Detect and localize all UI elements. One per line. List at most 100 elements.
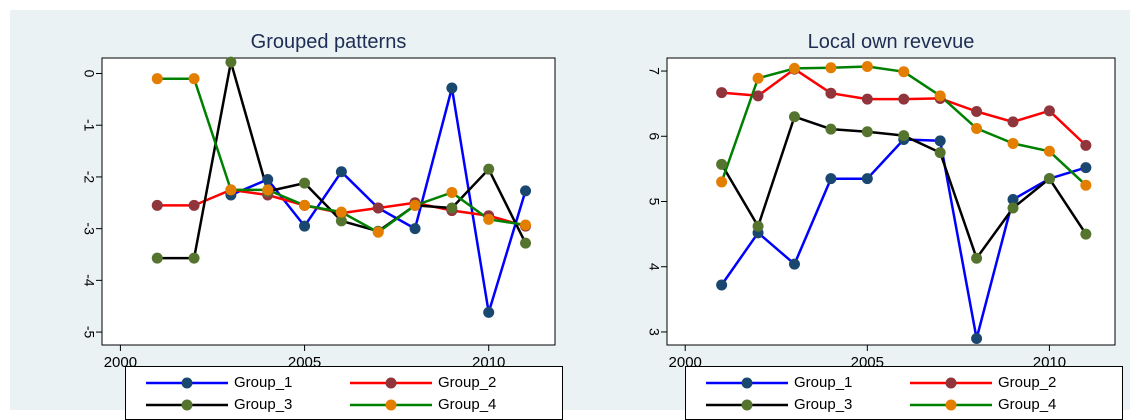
data-point-group-2 — [825, 87, 837, 99]
data-point-group-1 — [483, 306, 495, 318]
data-point-group-4 — [934, 90, 946, 102]
data-point-group-3 — [520, 237, 532, 249]
data-point-group-2 — [1043, 105, 1055, 117]
data-point-group-3 — [483, 163, 495, 175]
data-point-group-2 — [1080, 139, 1092, 151]
y-tick-label: -4 — [81, 274, 97, 287]
data-point-group-3 — [188, 252, 200, 264]
data-point-group-3 — [1080, 228, 1092, 240]
data-point-group-4 — [716, 176, 728, 188]
legend-label: Group_3 — [234, 396, 293, 413]
data-point-group-3 — [151, 252, 163, 264]
data-point-group-4 — [898, 66, 910, 78]
plot-area — [666, 57, 1116, 346]
y-tick-label: 5 — [646, 198, 662, 206]
data-point-group-3 — [898, 130, 910, 142]
data-point-group-2 — [971, 105, 983, 117]
data-point-group-4 — [335, 206, 347, 218]
data-point-group-1 — [1080, 162, 1092, 174]
data-point-group-4 — [262, 184, 274, 196]
legend-swatch-group-3 — [146, 399, 228, 411]
data-point-group-3 — [825, 123, 837, 135]
chart-title: Local own revevue — [808, 31, 975, 53]
data-point-group-3 — [1007, 202, 1019, 214]
data-point-group-4 — [520, 219, 532, 231]
data-point-group-1 — [1007, 194, 1019, 206]
y-tick-label: -3 — [81, 222, 97, 235]
data-point-group-1 — [446, 82, 458, 94]
data-point-group-3 — [788, 111, 800, 123]
data-point-group-2 — [716, 87, 728, 99]
legend-swatch-group-1 — [706, 377, 788, 389]
y-tick-label: -1 — [81, 119, 97, 132]
data-point-group-4 — [299, 199, 311, 211]
legend-label: Group_3 — [794, 396, 853, 413]
data-point-group-3 — [225, 56, 237, 68]
data-point-group-4 — [188, 73, 200, 85]
chart-panel-local-own-revenue: Local own revevue 3 4 5 6 7 2000 2005 2010 Group… — [570, 10, 1130, 420]
y-tick-label: 7 — [646, 67, 662, 75]
data-point-group-3 — [861, 126, 873, 138]
legend-swatch-group-4 — [350, 399, 432, 411]
y-tick-label: 6 — [646, 132, 662, 140]
y-tick-label: 0 — [81, 70, 97, 78]
legend-swatch-group-1 — [146, 377, 228, 389]
data-point-group-2 — [188, 199, 200, 211]
y-tick-label: 3 — [646, 328, 662, 336]
data-point-group-3 — [1043, 173, 1055, 185]
data-point-group-4 — [1043, 145, 1055, 157]
data-point-group-2 — [898, 93, 910, 105]
data-point-group-2 — [1007, 116, 1019, 128]
legend-label: Group_1 — [794, 374, 853, 391]
data-point-group-3 — [971, 252, 983, 264]
legend-grouped-patterns: Group_1 Group_2 Group_3 Group_4 — [125, 366, 563, 420]
data-point-group-1 — [520, 185, 532, 197]
legend-label: Group_4 — [998, 396, 1057, 413]
data-point-group-2 — [151, 199, 163, 211]
data-point-group-1 — [299, 220, 311, 232]
data-point-group-4 — [446, 186, 458, 198]
data-point-group-1 — [971, 332, 983, 344]
data-point-group-2 — [752, 90, 764, 102]
legend-swatch-group-4 — [910, 399, 992, 411]
data-point-group-1 — [409, 223, 421, 235]
legend-local-own-revenue: Group_1 Group_2 Group_3 Group_4 — [685, 366, 1123, 420]
data-point-group-4 — [971, 122, 983, 134]
data-point-group-3 — [934, 147, 946, 159]
data-point-group-2 — [861, 93, 873, 105]
legend-swatch-group-3 — [706, 399, 788, 411]
y-tick-label: -2 — [81, 171, 97, 184]
data-point-group-1 — [934, 135, 946, 147]
data-point-group-1 — [825, 173, 837, 185]
y-tick-label: 4 — [646, 263, 662, 271]
data-point-group-4 — [225, 184, 237, 196]
data-point-group-4 — [752, 72, 764, 84]
data-point-group-4 — [409, 199, 421, 211]
plot-area — [101, 57, 556, 346]
data-point-group-4 — [861, 60, 873, 72]
data-point-group-3 — [335, 215, 347, 227]
data-point-group-4 — [372, 226, 384, 238]
legend-label: Group_2 — [998, 374, 1057, 391]
data-point-group-2 — [372, 202, 384, 214]
legend-swatch-group-2 — [910, 377, 992, 389]
y-tick-label: -5 — [81, 326, 97, 339]
data-point-group-1 — [861, 173, 873, 185]
data-point-group-1 — [788, 258, 800, 270]
legend-label: Group_2 — [438, 374, 497, 391]
data-point-group-3 — [299, 177, 311, 189]
data-point-group-1 — [716, 279, 728, 291]
chart-panel-grouped-patterns: Grouped patterns 0 -1 -2 -3 -4 -5 2000 2005 2010 … — [10, 10, 570, 420]
data-point-group-1 — [262, 174, 274, 186]
figure-frame: Grouped patterns 0 -1 -2 -3 -4 -5 2000 2005 2010 … — [10, 10, 1130, 420]
chart-title: Grouped patterns — [251, 31, 407, 53]
data-point-group-3 — [446, 202, 458, 214]
data-point-group-4 — [151, 73, 163, 85]
data-point-group-4 — [788, 62, 800, 74]
legend-swatch-group-2 — [350, 377, 432, 389]
legend-label: Group_1 — [234, 374, 293, 391]
data-point-group-4 — [1007, 137, 1019, 149]
legend-label: Group_4 — [438, 396, 497, 413]
